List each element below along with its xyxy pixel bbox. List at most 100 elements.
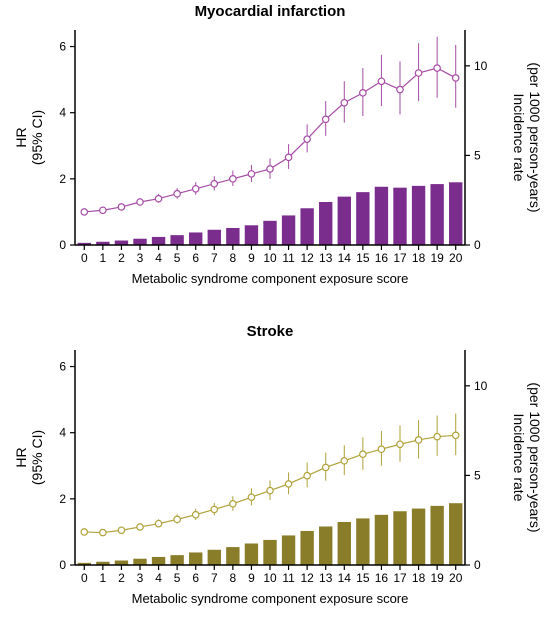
bar xyxy=(338,522,351,565)
y-right-label-2: (per 1000 person-years) xyxy=(527,62,543,212)
ytick-right-label: 0 xyxy=(474,238,481,252)
bar xyxy=(449,503,462,565)
hr-marker xyxy=(118,204,124,210)
xtick-label: 10 xyxy=(263,251,277,265)
xtick-label: 17 xyxy=(393,251,407,265)
xtick-label: 11 xyxy=(282,571,295,585)
xtick-label: 20 xyxy=(449,251,463,265)
y-left-label-2: (95% CI) xyxy=(29,430,45,485)
xtick-label: 0 xyxy=(81,571,88,585)
hr-marker xyxy=(378,78,384,84)
bar xyxy=(393,188,406,245)
bar xyxy=(393,511,406,565)
bar xyxy=(430,184,443,245)
bar xyxy=(152,237,165,245)
chart-svg-stroke: 0246051001234567891011121314151617181920… xyxy=(0,320,550,620)
xtick-label: 18 xyxy=(412,251,426,265)
bar xyxy=(300,531,313,565)
hr-marker xyxy=(81,209,87,215)
y-right-label-1: Incidence rate xyxy=(511,414,527,502)
xtick-label: 19 xyxy=(430,251,444,265)
bar xyxy=(208,550,221,565)
hr-marker xyxy=(434,65,440,71)
bar xyxy=(430,506,443,565)
bar xyxy=(263,540,276,565)
xtick-label: 19 xyxy=(430,571,444,585)
hr-marker xyxy=(285,154,291,160)
xtick-label: 9 xyxy=(248,571,255,585)
ytick-right-label: 5 xyxy=(474,468,481,482)
ytick-left-label: 0 xyxy=(59,558,66,572)
ytick-left-label: 2 xyxy=(59,492,66,506)
xtick-label: 15 xyxy=(356,251,370,265)
xtick-label: 5 xyxy=(174,251,181,265)
bar xyxy=(245,225,258,245)
xtick-label: 15 xyxy=(356,571,370,585)
xtick-label: 8 xyxy=(230,571,237,585)
hr-marker xyxy=(341,458,347,464)
bar xyxy=(282,535,295,565)
xtick-label: 12 xyxy=(300,251,314,265)
hr-marker xyxy=(248,171,254,177)
hr-marker xyxy=(360,90,366,96)
ytick-left-label: 4 xyxy=(59,426,66,440)
bar xyxy=(282,215,295,245)
hr-marker xyxy=(230,501,236,507)
bar xyxy=(375,515,388,565)
xtick-label: 7 xyxy=(211,571,218,585)
bar xyxy=(375,187,388,245)
ytick-left-label: 6 xyxy=(59,360,66,374)
hr-marker xyxy=(415,70,421,76)
xtick-label: 2 xyxy=(118,571,125,585)
xtick-label: 3 xyxy=(137,251,144,265)
hr-marker xyxy=(323,116,329,122)
hr-marker xyxy=(285,481,291,487)
xtick-label: 7 xyxy=(211,251,218,265)
hr-marker xyxy=(155,520,161,526)
ytick-right-label: 10 xyxy=(474,59,488,73)
bar xyxy=(189,552,202,565)
y-left-label-1: HR xyxy=(13,447,29,467)
panel-stroke: 0246051001234567891011121314151617181920… xyxy=(0,320,550,620)
bar xyxy=(133,559,146,565)
hr-marker xyxy=(211,181,217,187)
bar xyxy=(319,202,332,245)
bar xyxy=(226,547,239,565)
ytick-right-label: 5 xyxy=(474,148,481,162)
hr-marker xyxy=(397,86,403,92)
bar xyxy=(356,518,369,565)
hr-marker xyxy=(81,529,87,535)
bar xyxy=(170,555,183,565)
xtick-label: 20 xyxy=(449,571,463,585)
bar xyxy=(189,232,202,245)
hr-marker xyxy=(453,75,459,81)
panel-mi: 0246051001234567891011121314151617181920… xyxy=(0,0,550,300)
bar xyxy=(170,235,183,245)
hr-marker xyxy=(267,166,273,172)
ytick-right-label: 0 xyxy=(474,558,481,572)
bar xyxy=(152,557,165,565)
hr-marker xyxy=(174,516,180,522)
xtick-label: 6 xyxy=(192,571,199,585)
chart-title: Myocardial infarction xyxy=(195,3,346,20)
xtick-label: 14 xyxy=(338,571,352,585)
chart-title: Stroke xyxy=(247,323,294,340)
xtick-label: 2 xyxy=(118,251,125,265)
ytick-right-label: 10 xyxy=(474,379,488,393)
hr-marker xyxy=(230,176,236,182)
x-axis-label: Metabolic syndrome component exposure sc… xyxy=(132,591,409,606)
hr-marker xyxy=(248,494,254,500)
bar xyxy=(412,509,425,565)
xtick-label: 17 xyxy=(393,571,407,585)
xtick-label: 5 xyxy=(174,571,181,585)
xtick-label: 3 xyxy=(137,571,144,585)
hr-marker xyxy=(323,464,329,470)
figure-container: 0246051001234567891011121314151617181920… xyxy=(0,0,550,625)
hr-marker xyxy=(100,529,106,535)
hr-marker xyxy=(211,506,217,512)
hr-marker xyxy=(137,524,143,530)
xtick-label: 4 xyxy=(155,251,162,265)
bar xyxy=(356,192,369,245)
hr-marker xyxy=(137,199,143,205)
bar xyxy=(319,526,332,565)
